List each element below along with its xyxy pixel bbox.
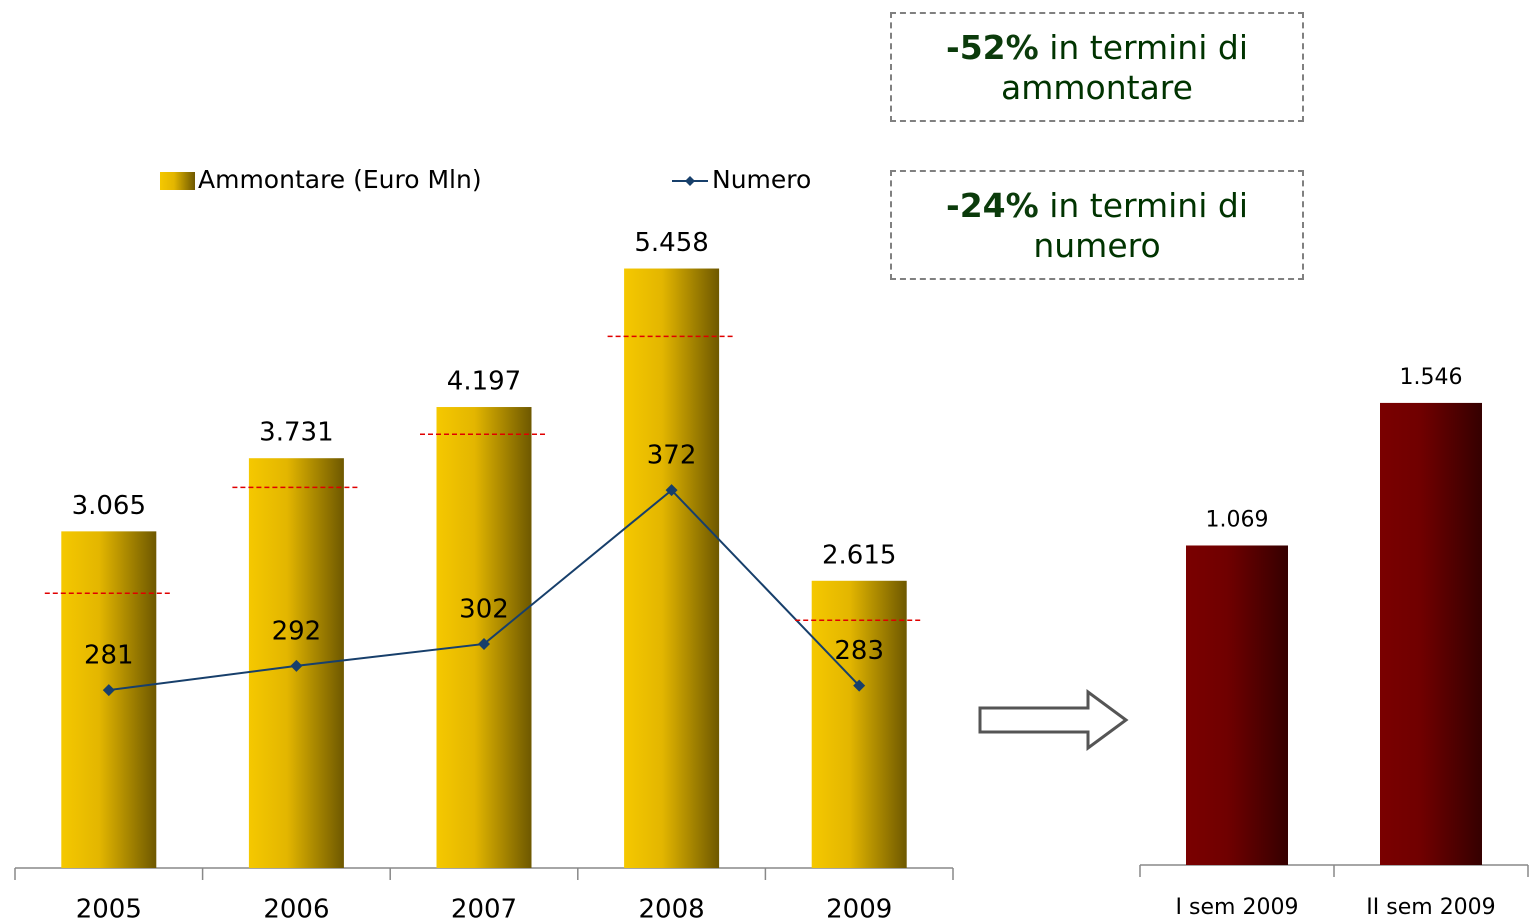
line-marker xyxy=(853,679,866,692)
data-label: 283 xyxy=(834,636,884,666)
annotation-text: in termini di ammontare xyxy=(1001,28,1248,107)
legend-label: Numero xyxy=(712,165,811,194)
x-tick-label: 2007 xyxy=(451,895,517,923)
arrow xyxy=(978,689,1129,751)
line-marker xyxy=(102,684,115,697)
x-tick-label: I sem 2009 xyxy=(1176,895,1299,920)
legend-marker xyxy=(685,176,695,186)
legend-swatch xyxy=(160,172,195,190)
bar xyxy=(624,268,720,868)
x-tick-label: 2009 xyxy=(826,895,892,923)
data-label: 3.065 xyxy=(72,491,146,521)
bar xyxy=(1186,545,1288,865)
annotation-text: in termini di numero xyxy=(1033,186,1248,265)
data-label: 4.197 xyxy=(447,367,521,397)
data-label: 372 xyxy=(647,441,697,471)
x-tick-label: 2008 xyxy=(639,895,705,923)
data-label: 302 xyxy=(459,594,509,624)
annotation-box: -52% in termini di ammontare xyxy=(890,12,1304,122)
data-label: 2.615 xyxy=(822,540,896,570)
x-tick-label: 2005 xyxy=(76,895,142,923)
bar xyxy=(436,407,532,868)
line-marker xyxy=(290,659,303,672)
line-marker xyxy=(478,637,490,650)
annotation-box: -24% in termini di numero xyxy=(890,170,1304,280)
legend-label: Ammontare (Euro Mln) xyxy=(198,165,482,194)
annotation-highlight: -52% xyxy=(946,28,1039,67)
x-tick-label: 2006 xyxy=(263,895,329,923)
line-marker xyxy=(665,484,678,497)
bar xyxy=(61,531,157,868)
annotation-highlight: -24% xyxy=(946,186,1039,225)
data-label: 1.069 xyxy=(1206,507,1269,532)
data-label: 281 xyxy=(84,641,134,671)
bar xyxy=(1380,402,1482,865)
x-tick-label: II sem 2009 xyxy=(1366,895,1495,920)
data-label: 3.731 xyxy=(259,418,333,448)
data-label: 1.546 xyxy=(1400,365,1463,390)
data-label: 292 xyxy=(272,616,322,646)
bar xyxy=(811,580,907,868)
data-label: 5.458 xyxy=(634,228,708,258)
